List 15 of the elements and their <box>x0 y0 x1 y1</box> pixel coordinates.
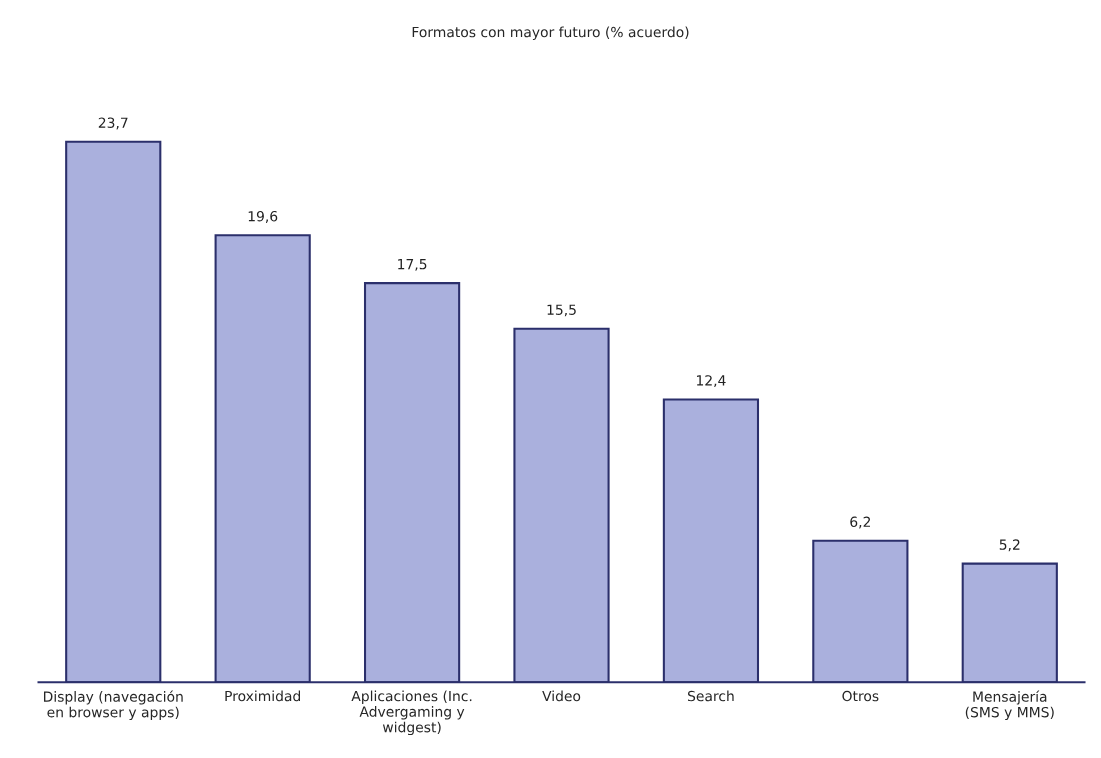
x-tick-label: Display (navegación en browser y apps) <box>43 690 183 721</box>
data-label: 5,2 <box>999 539 1020 552</box>
x-tick-label: Proximidad <box>225 690 301 702</box>
data-label: 15,5 <box>547 304 576 317</box>
data-label: 23,7 <box>98 117 128 130</box>
data-label: 12,4 <box>696 375 726 388</box>
x-tick-label: Aplicaciones (Inc. Advergaming y widgest) <box>351 690 472 736</box>
data-label: 6,2 <box>850 516 871 529</box>
x-tick-label: Otros <box>842 690 879 702</box>
x-tick-label: Search <box>687 690 734 702</box>
x-tick-label: Mensajería (SMS y MMS) <box>965 690 1054 721</box>
data-label: 17,5 <box>398 259 427 271</box>
chart-title: Formatos con mayor futuro (% acuerdo) <box>412 26 689 40</box>
data-label: 19,6 <box>248 210 278 223</box>
x-tick-label: Video <box>542 690 581 702</box>
